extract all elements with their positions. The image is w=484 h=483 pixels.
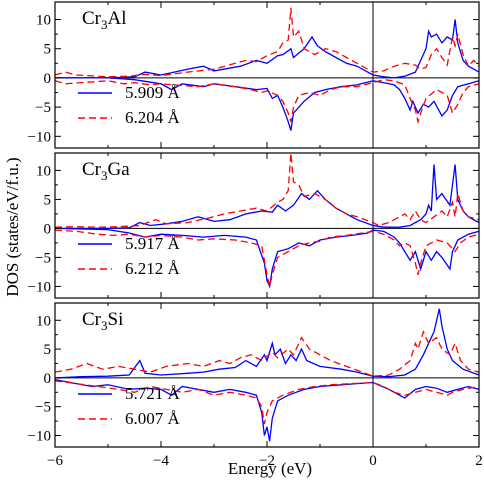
legend-label-2: 6.204 Å (125, 108, 181, 127)
x-tick-label: 0 (369, 453, 377, 469)
series-1-down-line (55, 77, 480, 131)
y-tick-label: 10 (36, 313, 51, 329)
legend-label-2: 6.212 Å (125, 259, 181, 278)
legend-label-1: 5.909 Å (125, 83, 181, 102)
series-1-down-line (54, 227, 480, 289)
series-1-down-line (54, 378, 480, 442)
y-tick-label: 0 (44, 371, 52, 387)
y-tick-label: 0 (44, 221, 52, 237)
y-tick-label: −5 (35, 400, 51, 416)
y-tick-label: 10 (36, 163, 51, 179)
y-tick-label: 5 (44, 42, 52, 58)
series-2-up-line (54, 329, 480, 377)
panel-label: Cr3Ga (82, 159, 130, 183)
x-tick-label: −2 (259, 453, 275, 469)
y-tick-label: −10 (28, 129, 51, 145)
series-1-up-line (54, 308, 480, 379)
panel-1: −10 −5 0 5 10 Cr3Al 5.909 Å 6.204 Å (28, 1, 480, 149)
series-2-up-line (54, 7, 480, 78)
legend-label-2: 6.007 Å (125, 409, 181, 428)
series-2-up-line (54, 152, 480, 228)
legend-label-1: 5.917 Å (125, 234, 181, 253)
panel-label: Cr3Si (82, 309, 123, 333)
x-axis-title: Energy (eV) (228, 459, 312, 478)
series-2-down-line (54, 229, 480, 287)
series-2-down-line (54, 380, 480, 425)
y-tick-label: 5 (44, 192, 52, 208)
y-axis-title: DOS (states/eV/f.u.) (3, 157, 22, 296)
y-tick-label: 0 (44, 71, 52, 87)
y-tick-label: −5 (35, 100, 51, 116)
y-tick-label: 10 (36, 13, 51, 29)
x-tick-label: −6 (47, 453, 63, 469)
x-tick-label: 2 (475, 453, 483, 469)
y-tick-label: 5 (44, 342, 52, 358)
panels-group: −10 −5 0 5 10 Cr3Al 5.909 Å 6.204 Å −10 −5 0 5 10 Cr3… (28, 1, 483, 469)
series-1-up-line (55, 164, 480, 230)
panel-3: −10 −5 0 5 10 −6 −4 −2 0 2 Cr3Si 5.721 Å 6.007 Å (28, 302, 483, 469)
series-2-down-line (54, 79, 480, 125)
y-tick-label: −10 (28, 279, 51, 295)
x-tick-label: −4 (153, 453, 169, 469)
y-tick-label: −10 (28, 428, 51, 444)
legend-label-1: 5.721 Å (125, 384, 181, 403)
y-tick-label: −5 (35, 250, 51, 266)
panel-label: Cr3Al (82, 8, 127, 32)
panel-2: −10 −5 0 5 10 Cr3Ga 5.917 Å 6.212 Å (28, 152, 480, 299)
